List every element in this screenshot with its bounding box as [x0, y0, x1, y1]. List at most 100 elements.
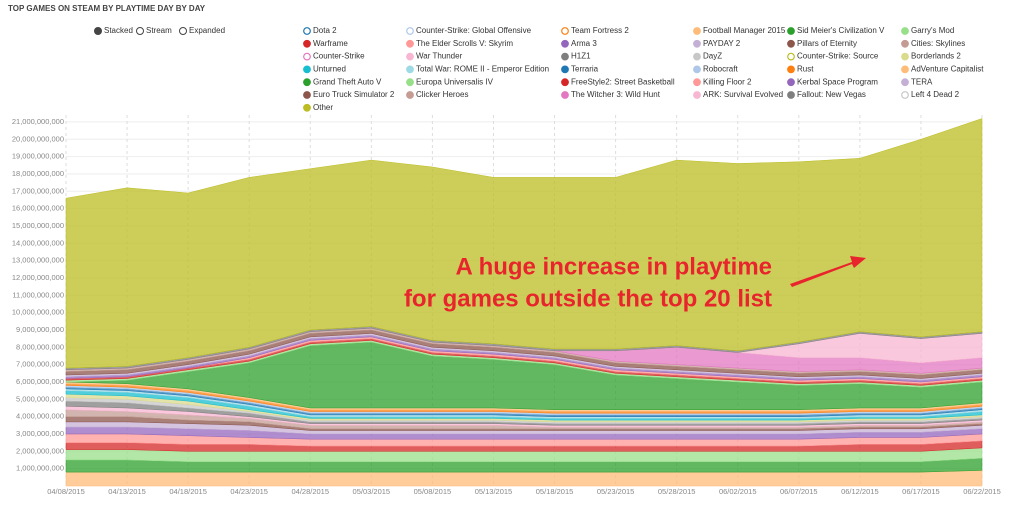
radio-button[interactable] [179, 27, 187, 35]
legend-label[interactable]: Euro Truck Simulator 2 [313, 90, 395, 99]
y-tick-label: 12,000,000,000 [12, 273, 64, 282]
legend-label[interactable]: Warframe [313, 39, 348, 48]
radio-label[interactable]: Stacked [104, 26, 133, 35]
legend-marker[interactable] [303, 91, 311, 99]
legend-marker[interactable] [693, 78, 701, 87]
legend-marker[interactable] [901, 27, 909, 35]
y-tick-label: 11,000,000,000 [12, 290, 64, 299]
legend-label[interactable]: AdVenture Capitalist [911, 65, 984, 74]
legend-label[interactable]: The Elder Scrolls V: Skyrim [416, 39, 513, 48]
legend-label[interactable]: War Thunder [416, 52, 463, 61]
legend-label[interactable]: Unturned [313, 65, 346, 74]
legend-label[interactable]: The Witcher 3: Wild Hunt [571, 90, 661, 99]
legend-label[interactable]: Borderlands 2 [911, 52, 961, 61]
legend-marker[interactable] [901, 65, 909, 74]
legend-marker[interactable] [303, 65, 311, 74]
legend-marker[interactable] [901, 78, 909, 87]
legend-marker[interactable] [693, 65, 701, 74]
legend-label[interactable]: Europa Universalis IV [416, 77, 494, 86]
legend-marker[interactable] [693, 91, 701, 99]
legend-label[interactable]: Sid Meier's Civilization V [797, 26, 885, 35]
radio-label[interactable]: Stream [146, 26, 172, 35]
legend-label[interactable]: FreeStyle2: Street Basketball [571, 77, 675, 86]
x-tick-label: 05/03/2015 [353, 487, 391, 496]
legend-label[interactable]: Robocraft [703, 65, 738, 74]
legend-label[interactable]: Terraria [571, 65, 599, 74]
legend-marker[interactable] [693, 39, 701, 48]
legend-label[interactable]: Clicker Heroes [416, 90, 468, 99]
y-tick-label: 10,000,000,000 [12, 308, 64, 317]
legend-label[interactable]: PAYDAY 2 [703, 39, 741, 48]
legend-marker[interactable] [787, 39, 795, 48]
legend-marker[interactable] [406, 27, 414, 35]
x-tick-label: 04/18/2015 [169, 487, 207, 496]
legend-label[interactable]: Counter-Strike: Global Offensive [416, 26, 532, 35]
legend-marker[interactable] [561, 65, 569, 74]
legend-marker[interactable] [787, 27, 795, 35]
x-tick-label: 06/02/2015 [719, 487, 757, 496]
legend-marker[interactable] [406, 39, 414, 48]
legend-label[interactable]: Grand Theft Auto V [313, 77, 382, 86]
legend-label[interactable]: Dota 2 [313, 26, 337, 35]
legend-label[interactable]: Total War: ROME II - Emperor Edition [416, 65, 549, 74]
legend-marker[interactable] [406, 65, 414, 74]
x-tick-label: 06/12/2015 [841, 487, 879, 496]
legend-marker[interactable] [561, 52, 569, 61]
legend-marker[interactable] [901, 91, 909, 99]
legend-marker[interactable] [787, 52, 795, 61]
legend-label[interactable]: H1Z1 [571, 52, 591, 61]
controls: Stacked Stream Expanded [94, 26, 225, 35]
x-tick-label: 06/17/2015 [902, 487, 940, 496]
legend-label[interactable]: Football Manager 2015 [703, 26, 786, 35]
legend-label[interactable]: Arma 3 [571, 39, 597, 48]
legend-label[interactable]: Kerbal Space Program [797, 77, 878, 86]
y-tick-label: 21,000,000,000 [12, 117, 64, 126]
legend-marker[interactable] [406, 52, 414, 61]
legend-marker[interactable] [406, 78, 414, 87]
legend-label[interactable]: Fallout: New Vegas [797, 90, 866, 99]
annotation: A huge increase in playtime for games out… [404, 253, 866, 312]
legend-marker[interactable] [901, 52, 909, 61]
y-tick-label: 2,000,000,000 [16, 446, 64, 455]
legend-marker[interactable] [303, 27, 311, 35]
legend-marker[interactable] [406, 91, 414, 99]
legend-marker[interactable] [303, 39, 311, 48]
legend-marker[interactable] [693, 27, 701, 35]
legend-label[interactable]: Counter-Strike [313, 52, 365, 61]
radio-label[interactable]: Expanded [189, 26, 225, 35]
x-tick-label: 04/08/2015 [47, 487, 85, 496]
legend-label[interactable]: TERA [911, 77, 933, 86]
y-tick-label: 20,000,000,000 [12, 134, 64, 143]
legend-label[interactable]: Team Fortress 2 [571, 26, 629, 35]
legend-marker[interactable] [303, 52, 311, 61]
legend-label[interactable]: Rust [797, 65, 814, 74]
legend-label[interactable]: Garry's Mod [911, 26, 954, 35]
legend-marker[interactable] [561, 78, 569, 87]
legend: Dota 2 Counter-Strike: Global Offensive Te… [303, 26, 984, 112]
legend-marker[interactable] [787, 91, 795, 99]
legend-label[interactable]: Counter-Strike: Source [797, 52, 879, 61]
legend-label[interactable]: Other [313, 103, 333, 112]
legend-marker[interactable] [787, 65, 795, 74]
legend-label[interactable]: Killing Floor 2 [703, 77, 752, 86]
x-tick-label: 04/28/2015 [291, 487, 329, 496]
legend-marker[interactable] [901, 39, 909, 48]
annotation-arrow [790, 256, 866, 287]
radio-button[interactable] [94, 27, 102, 35]
legend-label[interactable]: Cities: Skylines [911, 39, 965, 48]
legend-label[interactable]: DayZ [703, 52, 722, 61]
annotation-text: A huge increase in playtime [455, 253, 772, 280]
radio-button[interactable] [136, 27, 144, 35]
legend-marker[interactable] [561, 27, 569, 35]
legend-marker[interactable] [303, 78, 311, 87]
legend-marker[interactable] [303, 103, 311, 112]
y-tick-label: 13,000,000,000 [12, 256, 64, 265]
legend-marker[interactable] [693, 52, 701, 61]
legend-label[interactable]: Left 4 Dead 2 [911, 90, 960, 99]
legend-marker[interactable] [787, 78, 795, 87]
legend-marker[interactable] [561, 39, 569, 48]
legend-label[interactable]: ARK: Survival Evolved [703, 90, 783, 99]
legend-label[interactable]: Pillars of Eternity [797, 39, 857, 48]
x-tick-label: 05/28/2015 [658, 487, 696, 496]
legend-marker[interactable] [561, 91, 569, 99]
